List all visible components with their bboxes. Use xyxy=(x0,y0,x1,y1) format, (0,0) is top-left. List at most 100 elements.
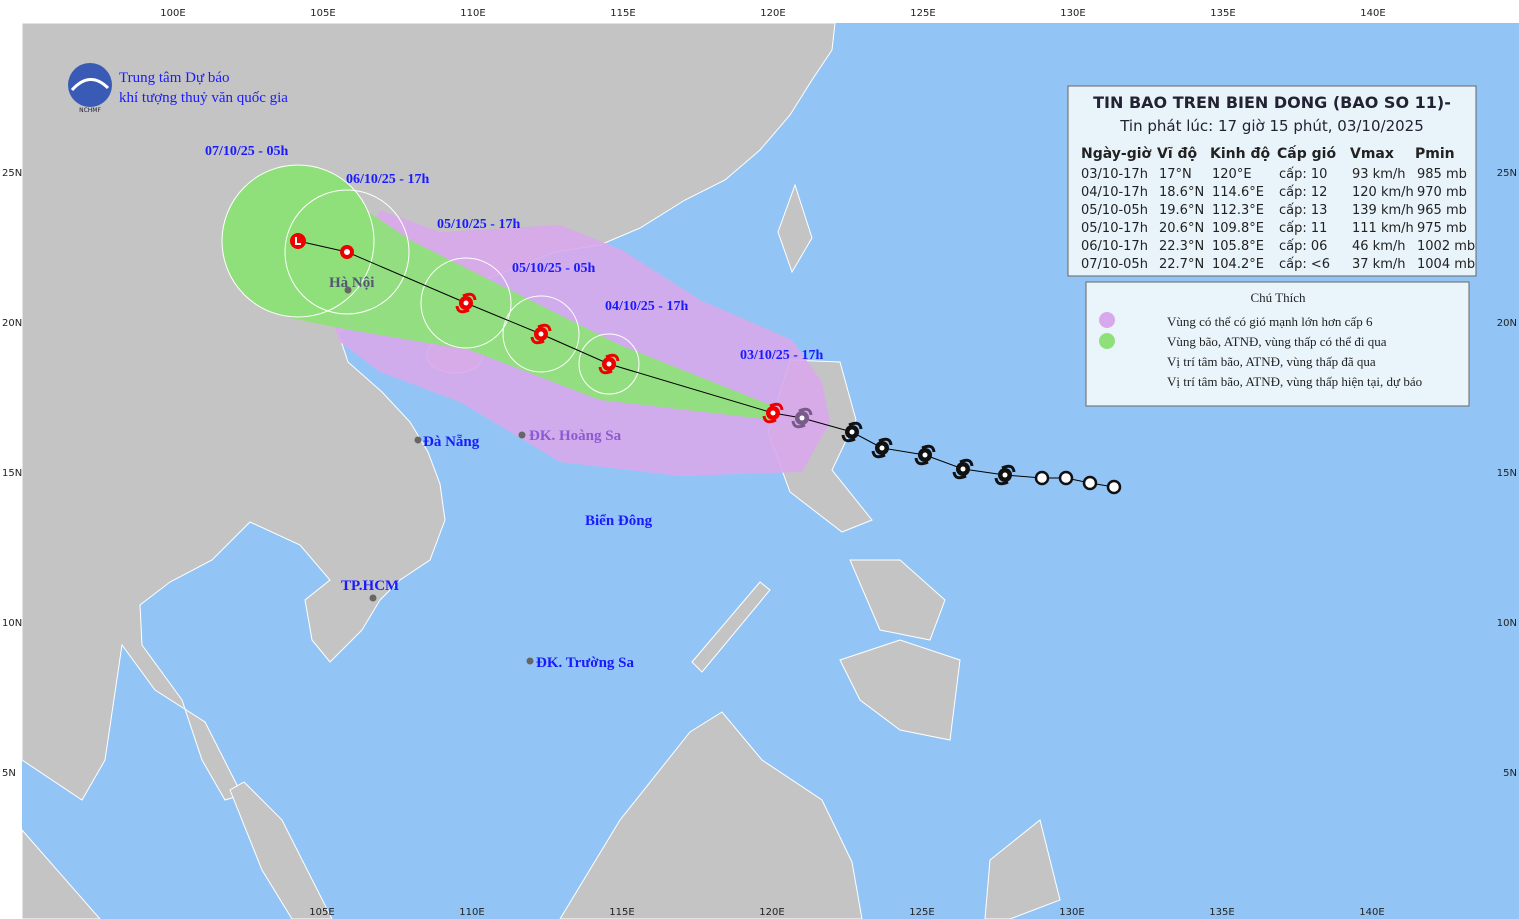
table-cell: 20.6°N xyxy=(1159,221,1204,236)
storm-tail xyxy=(762,402,784,424)
low-eye xyxy=(344,249,350,255)
storm-tail xyxy=(952,458,974,480)
place-dot xyxy=(369,594,377,602)
table-cell: 04/10-17h xyxy=(1081,185,1148,200)
table-cell: 46 km/h xyxy=(1352,239,1406,254)
legend-swatch xyxy=(1099,333,1115,349)
storm-tail xyxy=(871,437,893,459)
table-header: Vmax xyxy=(1350,146,1394,162)
table-cell: 05/10-05h xyxy=(1081,203,1148,218)
storm-tail xyxy=(841,421,863,443)
table-cell: 93 km/h xyxy=(1352,167,1406,182)
org-line: khí tượng thuỷ văn quốc gia xyxy=(119,90,288,106)
storm-eye xyxy=(922,452,928,458)
table-cell: 03/10-17h xyxy=(1081,167,1148,182)
uncertainty-circle xyxy=(502,295,580,373)
place-label: ĐK. Trường Sa xyxy=(536,655,635,671)
lon-label: 110E xyxy=(460,8,485,19)
storm-tail xyxy=(994,464,1016,486)
table-cell: cấp: 11 xyxy=(1279,221,1327,236)
table-cell: 22.3°N xyxy=(1159,239,1204,254)
storm-eye xyxy=(960,466,966,472)
sea-label: Biển Đông xyxy=(585,513,653,529)
lat-label: 20N xyxy=(1497,318,1517,329)
logo-text: NCHMF xyxy=(79,107,101,114)
table-cell: 1002 mb xyxy=(1417,239,1475,254)
lon-label: 100E xyxy=(160,8,185,19)
table-cell: 120°E xyxy=(1212,167,1252,182)
place-dot xyxy=(526,657,534,665)
lon-label: 110E xyxy=(459,907,484,918)
lon-label: 120E xyxy=(760,8,785,19)
lon-label: 125E xyxy=(909,907,934,918)
table-cell: 975 mb xyxy=(1417,221,1467,236)
lon-label: 130E xyxy=(1060,8,1085,19)
table-cell: cấp: <6 xyxy=(1279,257,1330,272)
lat-label: 25N xyxy=(2,168,22,179)
table-cell: 22.7°N xyxy=(1159,257,1204,272)
table-header: Vĩ độ xyxy=(1157,146,1198,162)
legend-item: Vị trí tâm bão, ATNĐ, vùng thấp hiện tại… xyxy=(1167,374,1422,389)
logo: NCHMF xyxy=(68,63,112,114)
table-cell: 114.6°E xyxy=(1212,185,1264,200)
legend-box xyxy=(1085,281,1470,407)
table-cell: 109.8°E xyxy=(1212,221,1264,236)
low-icon xyxy=(1106,479,1122,495)
table-cell: 120 km/h xyxy=(1352,185,1414,200)
lon-label: 105E xyxy=(310,8,335,19)
table-cell: 07/10-05h xyxy=(1081,257,1148,272)
table-cell: 105.8°E xyxy=(1212,239,1264,254)
table-header: Ngày-giờ xyxy=(1081,146,1152,162)
lat-label: 20N xyxy=(2,318,22,329)
org-line: Trung tâm Dự báo xyxy=(119,70,230,86)
storm-eye xyxy=(770,410,776,416)
lon-label: 130E xyxy=(1059,907,1084,918)
storm-tail xyxy=(914,444,936,466)
storm-eye xyxy=(879,445,885,451)
table-cell: 37 km/h xyxy=(1352,257,1406,272)
track-label: 07/10/25 - 05h xyxy=(205,144,288,159)
lat-label: 15N xyxy=(2,468,22,479)
track-line xyxy=(297,240,1115,488)
lat-label: 5N xyxy=(1503,768,1517,779)
uncertainty-circle xyxy=(284,189,410,315)
track-label: 05/10/25 - 17h xyxy=(437,217,520,232)
legend-title: Chú Thích xyxy=(1250,290,1306,305)
table-cell: cấp: 06 xyxy=(1279,239,1327,254)
lon-label: 140E xyxy=(1360,8,1385,19)
storm-eye xyxy=(849,429,855,435)
track-label: 04/10/25 - 17h xyxy=(605,299,688,314)
low-icon xyxy=(1034,470,1050,486)
lat-label: 10N xyxy=(2,618,22,629)
lat-label: 10N xyxy=(1497,618,1517,629)
bulletin-box xyxy=(1067,85,1477,277)
low-icon xyxy=(1058,470,1074,486)
track-label: 03/10/25 - 17h xyxy=(740,348,823,363)
table-cell: 111 km/h xyxy=(1352,221,1414,236)
place-label: ĐK. Hoàng Sa xyxy=(529,428,622,444)
lon-label: 135E xyxy=(1209,907,1234,918)
logo-wave xyxy=(70,78,110,92)
table-cell: 985 mb xyxy=(1417,167,1467,182)
place-label: TP.HCM xyxy=(341,578,399,594)
place-label: Đà Nẵng xyxy=(423,434,480,450)
lat-label: 5N xyxy=(2,768,16,779)
lon-label: 140E xyxy=(1359,907,1384,918)
storm-tail xyxy=(791,407,813,429)
table-cell: cấp: 12 xyxy=(1279,185,1327,200)
lon-label: 115E xyxy=(609,907,634,918)
place-dot xyxy=(414,436,422,444)
storm-tail xyxy=(455,292,477,314)
place-label: Hà Nội xyxy=(329,275,374,291)
storm-eye xyxy=(1002,472,1008,478)
storm-eye xyxy=(538,331,544,337)
table-cell: cấp: 13 xyxy=(1279,203,1327,218)
legend-swatch xyxy=(1099,312,1115,328)
lon-label: 115E xyxy=(610,8,635,19)
table-cell: 06/10-17h xyxy=(1081,239,1148,254)
table-cell: cấp: 10 xyxy=(1279,167,1327,182)
lon-label: 120E xyxy=(759,907,784,918)
table-header: Kinh độ xyxy=(1210,146,1270,162)
track-label: 06/10/25 - 17h xyxy=(346,172,429,187)
